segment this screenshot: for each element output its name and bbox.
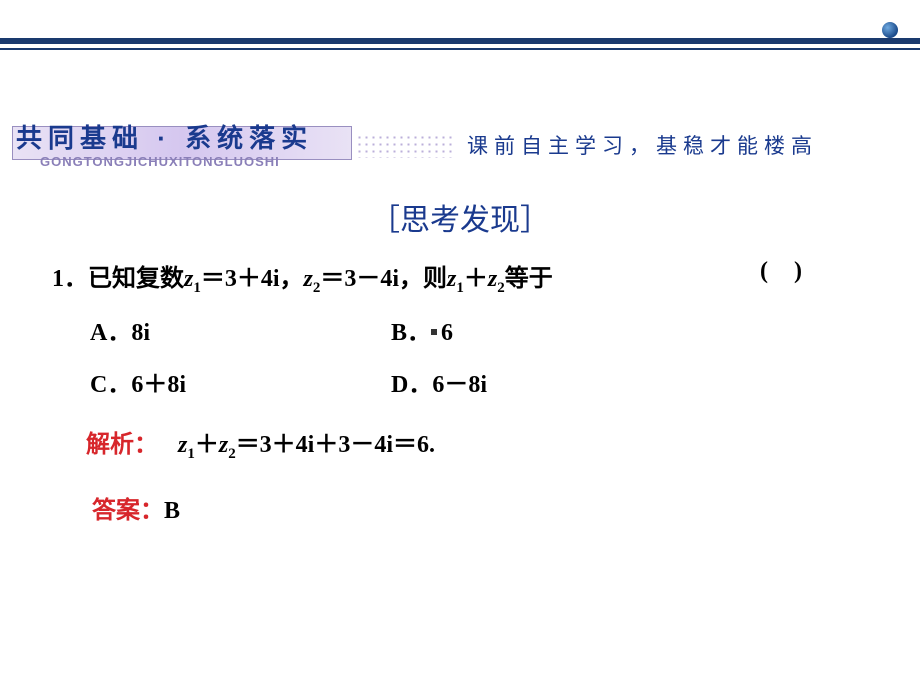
z2-eq: ＝3－4i，则 xyxy=(320,266,447,292)
header-title-main: 共同基础 · 系统落实 xyxy=(16,118,313,155)
option-b-dot-icon xyxy=(431,329,437,335)
header-title-pinyin: GONGTONGJICHUXITONGLUOSHI xyxy=(40,154,280,169)
z1-eq: ＝3＋4i， xyxy=(201,266,304,292)
option-a-value: 8i xyxy=(131,320,150,346)
top-bar-thin xyxy=(0,48,920,50)
header-band: 共同基础 · 系统落实 GONGTONGJICHUXITONGLUOSHI 课前… xyxy=(12,120,908,172)
exp-z1-sub: 1 xyxy=(187,446,195,462)
answer-label: 答案： xyxy=(92,498,164,524)
option-d-value: 6－8i xyxy=(432,372,487,398)
option-row-2: C．6＋8i D．6－8i xyxy=(90,364,487,416)
exp-z2: z xyxy=(219,432,228,458)
question-number: 1． xyxy=(52,266,88,292)
option-b: B． 6 xyxy=(391,312,453,347)
stem-prefix: 已知复数 xyxy=(88,266,184,292)
option-c-label: C． xyxy=(90,372,131,398)
z1: z xyxy=(184,266,193,292)
option-d: D．6－8i xyxy=(391,364,487,399)
option-c: C．6＋8i xyxy=(90,364,385,399)
sum-z2: z xyxy=(488,266,497,292)
answer-value: B xyxy=(164,498,180,524)
question-stem: 1．已知复数z1＝3＋4i，z2＝3－4i，则z1＋z2等于 xyxy=(52,258,553,297)
explanation: 解析： z1＋z2＝3＋4i＋3－4i＝6. xyxy=(86,424,435,463)
top-bar-thick xyxy=(0,38,920,44)
header-left: 共同基础 · 系统落实 GONGTONGJICHUXITONGLUOSHI xyxy=(12,120,352,172)
option-a-label: A． xyxy=(90,320,131,346)
header-dots-pattern xyxy=(356,134,456,158)
sum-plus: ＋ xyxy=(464,266,488,292)
section-title: ［思考发现］ xyxy=(0,195,920,239)
explanation-body: z1＋z2＝3＋4i＋3－4i＝6. xyxy=(178,432,435,458)
answer-paren: () xyxy=(760,258,828,285)
option-b-value: 6 xyxy=(441,320,453,346)
exp-z2-sub: 2 xyxy=(228,446,236,462)
header-right-text: 课前自主学习，基稳才能楼高 xyxy=(467,130,818,160)
stem-suffix: 等于 xyxy=(505,266,553,292)
decor-sphere-icon xyxy=(882,22,898,38)
exp-z1: z xyxy=(178,432,187,458)
sum-z2-sub: 2 xyxy=(497,280,505,296)
option-b-label: B． xyxy=(391,320,431,346)
z2: z xyxy=(304,266,313,292)
z1-sub: 1 xyxy=(193,280,201,296)
options: A．8i B． 6 C．6＋8i D．6－8i xyxy=(90,312,487,416)
option-d-label: D． xyxy=(391,372,432,398)
option-a: A．8i xyxy=(90,312,385,347)
answer: 答案：B xyxy=(92,490,180,525)
option-row-1: A．8i B． 6 xyxy=(90,312,487,364)
exp-plus: ＋ xyxy=(195,432,219,458)
sum-z1: z xyxy=(447,266,456,292)
sum-z1-sub: 1 xyxy=(456,280,464,296)
option-c-value: 6＋8i xyxy=(131,372,186,398)
explanation-label: 解析： xyxy=(86,432,158,458)
exp-eq: ＝3＋4i＋3－4i＝6. xyxy=(236,432,435,458)
